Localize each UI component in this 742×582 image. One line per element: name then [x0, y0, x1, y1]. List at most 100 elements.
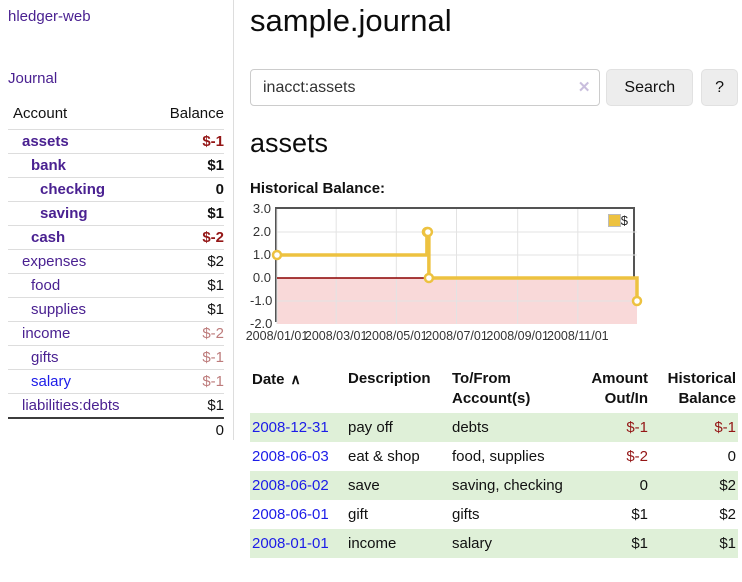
transaction-balance: $-1 [714, 419, 736, 436]
transaction-amount: $1 [631, 535, 648, 552]
account-row: liabilities:debts $1 [8, 393, 224, 418]
transaction-description: gift [348, 506, 369, 523]
historical-balance-chart: $ 3.0 2.0 1.0 0.0 -1.0 -2.0 2008/01/01 2008/03/… [246, 202, 738, 348]
account-balance: 0 [149, 177, 224, 202]
account-balance: $2 [149, 249, 224, 274]
legend-swatch [607, 214, 621, 227]
y-axis-label: -2.0 [250, 316, 273, 331]
register-header-description: Description [348, 370, 431, 387]
transaction-accounts: saving, checking [452, 477, 563, 494]
x-axis-label: 2008/09/01 [486, 329, 549, 343]
account-link-salary[interactable]: salary [31, 373, 72, 390]
account-row: bank $1 [8, 153, 224, 178]
account-balance: $-1 [149, 345, 224, 370]
account-link-checking[interactable]: checking [40, 181, 106, 198]
transaction-balance: $2 [719, 506, 736, 523]
register-header-date-label: Date [252, 371, 285, 388]
account-balance: $1 [149, 153, 224, 178]
account-row: food $1 [8, 273, 224, 298]
account-link-assets[interactable]: assets [22, 133, 69, 150]
account-link-expenses[interactable]: expenses [22, 253, 87, 270]
accounts-total: 0 [149, 417, 224, 442]
x-axis-label: 2008/01/01 [245, 329, 309, 343]
transaction-amount: $-2 [626, 448, 648, 465]
transaction-balance: $2 [719, 477, 736, 494]
account-balance: $-1 [149, 129, 224, 154]
data-point-marker [631, 295, 643, 307]
register-header-row: Date ∧ Description To/From Account(s) Amo… [250, 365, 738, 413]
account-row: salary $-1 [8, 369, 224, 394]
search-input-wrap: ✕ [250, 69, 601, 106]
account-row: expenses $2 [8, 249, 224, 274]
register-row: 2008-12-31 pay off debts $-1 $-1 [250, 413, 738, 442]
clear-icon[interactable]: ✕ [577, 79, 591, 96]
accounts-table: Account Balance assets $-1 bank $1 check… [8, 103, 224, 442]
transaction-accounts: debts [452, 419, 489, 436]
sidebar-divider [233, 0, 234, 440]
accounts-header-account: Account [13, 105, 68, 122]
account-row: income $-2 [8, 321, 224, 346]
account-link-cash[interactable]: cash [31, 229, 66, 246]
x-axis-label: 2008/05/01 [365, 329, 428, 343]
transaction-balance: 0 [727, 448, 736, 465]
register-row: 2008-06-01 gift gifts $1 $2 [250, 500, 738, 529]
search-button[interactable]: Search [606, 69, 694, 106]
account-row: checking 0 [8, 177, 224, 202]
data-point-marker [422, 226, 434, 238]
transaction-date-link[interactable]: 2008-06-01 [252, 506, 329, 523]
register-header-balance: Historical Balance [667, 370, 736, 407]
account-link-income[interactable]: income [22, 325, 71, 342]
y-axis-label: 0.0 [252, 270, 271, 285]
register-table: Date ∧ Description To/From Account(s) Amo… [250, 365, 738, 558]
transaction-accounts: salary [452, 535, 493, 552]
account-balance: $-2 [149, 225, 224, 250]
register-row: 2008-06-02 save saving, checking 0 $2 [250, 471, 738, 500]
y-axis-label: 1.0 [252, 247, 271, 262]
transaction-description: pay off [348, 419, 393, 436]
transaction-description: income [348, 535, 397, 552]
account-row: assets $-1 [8, 129, 224, 154]
legend-label: $ [620, 213, 628, 228]
transaction-balance: $1 [719, 535, 736, 552]
transaction-date-link[interactable]: 2008-01-01 [252, 535, 329, 552]
account-link-food[interactable]: food [31, 277, 61, 294]
account-row: saving $1 [8, 201, 224, 226]
register-header-date: Date ∧ [250, 365, 346, 413]
x-axis-label: 2008/07/01 [425, 329, 488, 343]
help-button[interactable]: ? [701, 69, 738, 106]
account-link-gifts[interactable]: gifts [31, 349, 59, 366]
search-bar: ✕ Search ? [250, 69, 738, 106]
account-link-liabilities-debts[interactable]: liabilities:debts [22, 397, 120, 414]
transaction-date-link[interactable]: 2008-06-03 [252, 448, 329, 465]
chart-legend: $ [607, 213, 628, 228]
transaction-date-link[interactable]: 2008-06-02 [252, 477, 329, 494]
sort-ascending-icon: ∧ [290, 371, 301, 387]
chart-plot-area[interactable]: $ [271, 207, 643, 324]
sidebar: hledger-web Journal Account Balance asse… [0, 0, 233, 442]
account-link-supplies[interactable]: supplies [31, 301, 87, 318]
transaction-amount: $-1 [626, 419, 648, 436]
account-balance: $1 [149, 393, 224, 418]
accounts-total-row: 0 [8, 417, 224, 442]
nav-journal: Journal [8, 70, 225, 87]
brand-link[interactable]: hledger-web [8, 8, 91, 25]
account-balance: $1 [149, 297, 224, 322]
account-row: gifts $-1 [8, 345, 224, 370]
journal-link[interactable]: Journal [8, 70, 58, 87]
transaction-date-link[interactable]: 2008-12-31 [252, 419, 329, 436]
account-row: cash $-2 [8, 225, 224, 250]
register-row: 2008-06-03 eat & shop food, supplies $-2… [250, 442, 738, 471]
search-input[interactable] [250, 69, 601, 106]
y-axis-label: -1.0 [250, 293, 273, 308]
x-axis-label: 2008/11/01 [546, 329, 609, 343]
x-axis-label: 2008/03/01 [304, 329, 368, 343]
account-balance: $1 [149, 273, 224, 298]
account-balance: $-2 [149, 321, 224, 346]
account-link-saving[interactable]: saving [40, 205, 88, 222]
account-link-bank[interactable]: bank [31, 157, 67, 174]
transaction-amount: $1 [631, 506, 648, 523]
transaction-description: eat & shop [348, 448, 420, 465]
accounts-header-balance: Balance [169, 105, 224, 122]
main-content: sample.journal ✕ Search ? assets Histori… [246, 0, 738, 558]
page-title: sample.journal [250, 3, 452, 38]
